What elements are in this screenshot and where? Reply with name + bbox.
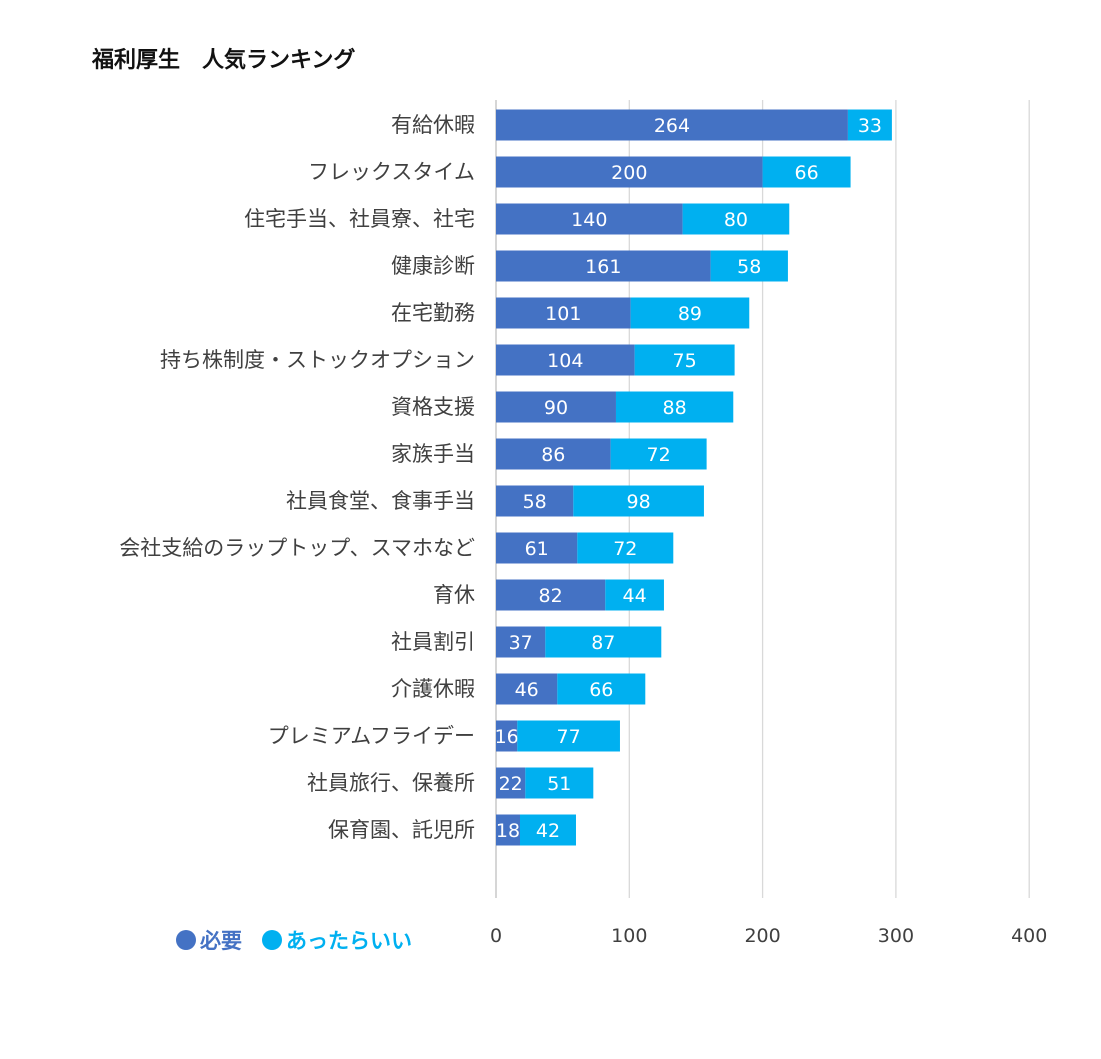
data-label: 87 [591,632,615,654]
bar-segment-required [496,626,546,658]
bar-segment-required [496,485,574,517]
x-tick-label: 100 [611,925,647,947]
data-label: 82 [539,585,563,607]
category-label: プレミアムフライデー [268,724,475,748]
bar-segment-required [496,532,578,564]
category-label: 育休 [433,583,475,607]
bar-segment-required [496,109,848,141]
data-label: 77 [557,726,581,748]
bar-segment-required [496,579,606,611]
x-tick-label: 0 [490,925,502,947]
bar-segment-nice-to-have [605,579,664,611]
bar-segment-nice-to-have [615,391,734,423]
bar-segment-required [496,391,616,423]
legend: 必要 あったらいい [176,925,432,955]
category-label: 有給休暇 [391,113,475,137]
legend-dot-icon [176,930,196,950]
bar-segment-nice-to-have [525,767,594,799]
bar-segment-nice-to-have [610,438,707,470]
x-tick-label: 400 [1011,925,1047,947]
x-tick-label: 200 [744,925,780,947]
legend-label-nice-to-have: あったらいい [286,929,412,953]
legend-dot-icon [262,930,282,950]
category-label: 持ち株制度・ストックオプション [160,348,475,372]
data-label: 66 [589,679,613,701]
data-label: 101 [545,303,581,325]
bar-segment-nice-to-have [557,673,646,705]
data-label: 80 [724,209,748,231]
bar-segment-nice-to-have [573,485,704,517]
data-label: 161 [585,256,621,278]
data-label: 86 [541,444,565,466]
data-label: 75 [673,350,697,372]
bar-segment-nice-to-have [682,203,790,235]
bar-segment-nice-to-have [762,156,851,188]
data-label: 46 [515,679,539,701]
category-label: 会社支給のラップトップ、スマホなど [119,536,475,560]
data-label: 33 [858,115,882,137]
data-label: 58 [523,491,547,513]
data-label: 104 [547,350,583,372]
data-label: 58 [737,256,761,278]
data-label: 51 [547,773,571,795]
bar-segment-required [496,344,635,376]
bar-segment-required [496,250,711,282]
x-tick-label: 300 [878,925,914,947]
category-label: 保育園、託児所 [328,818,475,842]
bar-segment-required [496,814,520,846]
bar-segment-required [496,203,683,235]
bar-segment-nice-to-have [630,297,750,329]
data-label: 90 [544,397,568,419]
category-label: 健康診断 [391,254,475,278]
category-label: 資格支援 [391,395,475,419]
category-label: 住宅手当、社員寮、社宅 [244,207,475,231]
legend-item-nice-to-have: あったらいい [262,925,412,955]
data-label: 18 [496,820,520,842]
x-axis-ticks: 0 100 200 300 400 [490,925,1047,947]
data-label: 66 [794,162,818,184]
legend-label-required: 必要 [200,929,242,953]
data-label: 72 [647,444,671,466]
data-label: 200 [611,162,647,184]
legend-item-required: 必要 [176,925,242,955]
data-label: 98 [627,491,651,513]
category-label: 介護休暇 [391,677,475,701]
category-label: 社員食堂、食事手当 [286,489,475,513]
data-label: 22 [499,773,523,795]
bar-segment-nice-to-have [517,720,620,752]
data-label: 72 [613,538,637,560]
data-label: 37 [509,632,533,654]
bar-segment-required [496,297,631,329]
data-label: 16 [495,726,519,748]
category-label: フレックスタイム [308,160,475,184]
bar-segment-required [496,767,526,799]
category-label: 在宅勤務 [391,301,475,325]
bar-segment-required [496,156,763,188]
bar-segment-nice-to-have [634,344,735,376]
category-label: 社員割引 [391,630,475,654]
data-label: 61 [525,538,549,560]
category-label: 家族手当 [391,442,475,466]
data-label: 88 [663,397,687,419]
data-label: 89 [678,303,702,325]
bar-segment-required [496,673,558,705]
bar-segment-nice-to-have [519,814,576,846]
data-label: 140 [571,209,607,231]
bar-segment-nice-to-have [545,626,662,658]
data-label: 264 [654,115,690,137]
category-label: 社員旅行、保養所 [307,771,475,795]
bar-segment-required [496,438,611,470]
bar-segment-nice-to-have [577,532,674,564]
bar-segment-nice-to-have [847,109,892,141]
bars: 264 33 200 66 140 80 161 58 101 89 104 75 90 88 86 72 58… [495,109,892,846]
chart-title: 福利厚生 人気ランキング [92,48,356,73]
bar-segment-nice-to-have [710,250,788,282]
data-label: 44 [623,585,647,607]
category-labels: 有給休暇フレックスタイム住宅手当、社員寮、社宅健康診断在宅勤務持ち株制度・ストッ… [119,113,475,842]
bar-segment-required [496,720,518,752]
data-label: 42 [536,820,560,842]
